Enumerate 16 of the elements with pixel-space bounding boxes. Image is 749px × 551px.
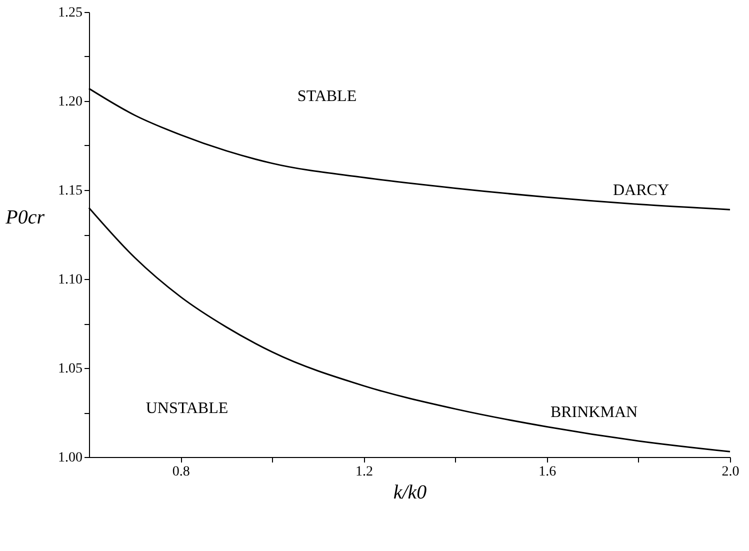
x-tick-label: 2.0 — [722, 464, 740, 480]
x-tick-label: 1.6 — [538, 464, 556, 480]
x-axis-title: k/k0 — [393, 482, 427, 504]
annotation: UNSTABLE — [146, 400, 228, 417]
x-tick-label: 0.8 — [172, 464, 190, 480]
series-label: DARCY — [612, 182, 670, 199]
x-tick-label: 1.2 — [355, 464, 373, 480]
annotation: STABLE — [297, 88, 357, 105]
y-tick-label: 1.25 — [58, 6, 82, 20]
y-axis-title: P0cr — [4, 206, 45, 228]
series-label: BRINKMAN — [550, 404, 638, 421]
y-tick-label: 1.10 — [58, 272, 82, 288]
y-tick-label: 1.05 — [58, 362, 82, 376]
y-tick-label: 1.00 — [58, 450, 82, 466]
y-tick-label: 1.15 — [58, 184, 82, 198]
y-tick-label: 1.20 — [58, 94, 82, 110]
